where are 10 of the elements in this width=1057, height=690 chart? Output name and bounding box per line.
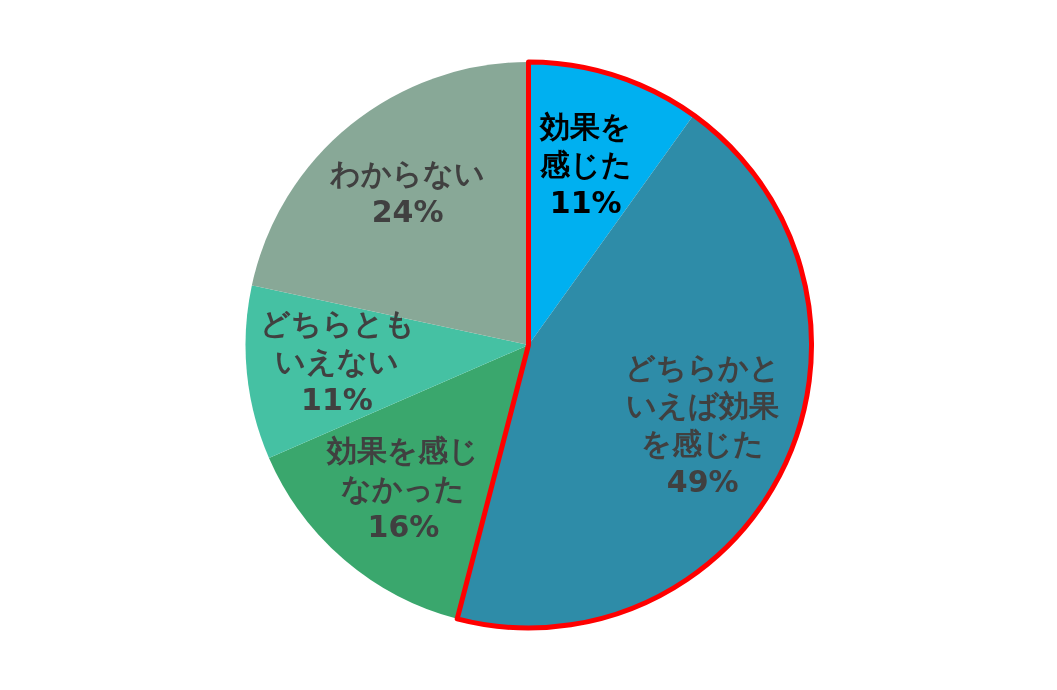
slice-label: どちらともいえない bbox=[259, 305, 415, 379]
slice-label: 効果を感じなかった bbox=[326, 433, 480, 507]
slice-label: 効果を感じた bbox=[538, 109, 632, 182]
data-label: 11% bbox=[549, 185, 622, 220]
data-label: 11% bbox=[301, 381, 373, 417]
data-label: 49% bbox=[666, 463, 739, 499]
slice-label: わからない bbox=[330, 156, 486, 192]
data-label: 24% bbox=[371, 194, 444, 230]
data-label: 16% bbox=[367, 509, 440, 545]
slice-label: どちらかといえば効果を感じた bbox=[625, 349, 781, 461]
